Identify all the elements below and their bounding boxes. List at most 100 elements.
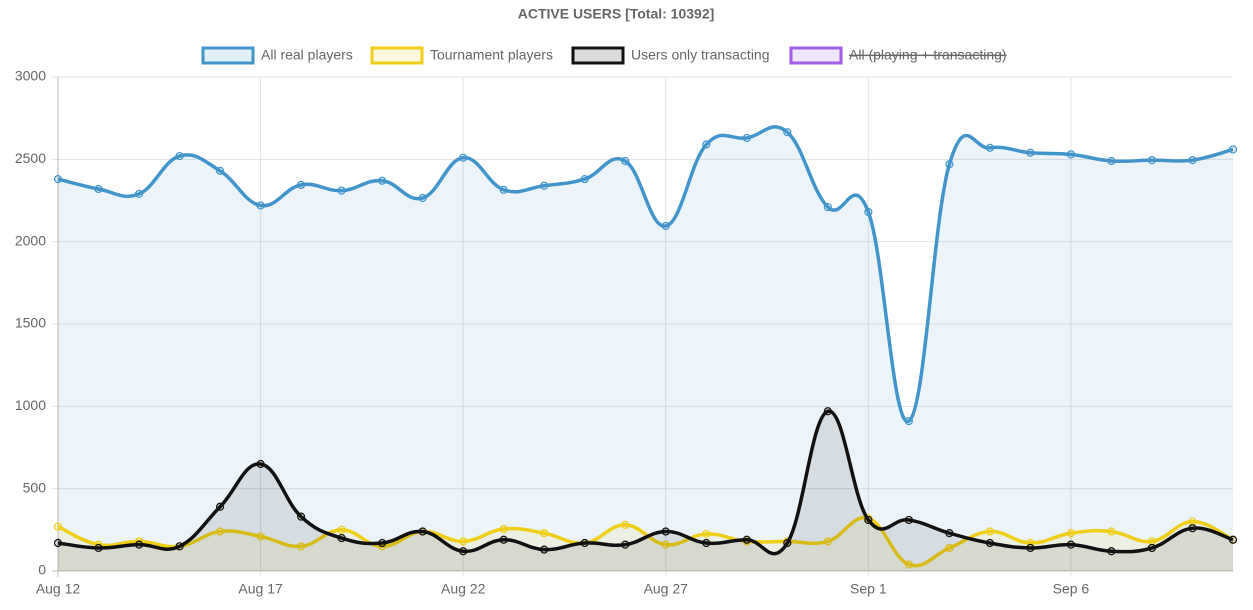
point [418,527,427,536]
point [1188,517,1197,526]
point [337,186,346,195]
point [53,538,63,548]
point [621,156,630,166]
legend-swatch [370,46,424,65]
y-tick-label: 1000 [15,397,46,413]
point [337,533,346,543]
line [57,125,1234,423]
legend-swatch [571,46,625,65]
point [823,537,832,546]
point [499,524,508,534]
x-tick-label: Aug 12 [36,581,81,597]
point [215,527,225,536]
point [540,545,549,554]
point [904,417,913,426]
point [1147,156,1157,165]
y-tick-label: 500 [23,479,47,495]
point [1228,145,1238,154]
point [1107,527,1116,536]
legend-label: Users only transacting [631,47,770,63]
point [175,542,184,551]
point [823,407,832,416]
point [256,201,265,210]
point [94,543,103,553]
point [702,538,711,548]
point [783,128,792,137]
point [459,153,468,162]
x-tick-label: Aug 22 [441,581,486,597]
y-tick-label: 3000 [15,68,46,84]
point [256,532,265,541]
point [823,202,832,212]
point [1026,543,1035,553]
point [904,515,913,525]
point [94,184,103,194]
y-tick-label: 2000 [15,232,46,248]
point [904,560,913,569]
x-tick-label: Aug 27 [644,581,689,597]
point [1228,535,1238,544]
y-tick-label: 2500 [15,150,46,166]
point [864,207,873,217]
point [702,529,711,539]
point [459,547,468,556]
point [661,540,670,549]
point [297,542,306,551]
point [985,538,994,548]
point [621,520,630,529]
point [459,537,468,546]
area [58,126,1233,572]
legend-label: All (playing + transacting) [849,47,1007,63]
point [742,535,751,544]
point [134,189,144,199]
point [702,140,711,149]
point [297,512,306,521]
legend-swatch [201,46,255,65]
point [1066,540,1076,549]
point [580,174,589,184]
point [337,525,346,534]
point [378,176,387,185]
point [661,221,670,231]
x-tick-label: Sep 1 [850,581,887,597]
point [580,538,589,548]
point [418,193,427,203]
y-tick-label: 0 [38,562,46,578]
point [1147,543,1157,553]
point [175,151,184,161]
point [53,522,63,531]
point [945,543,954,553]
y-tick-label: 1500 [15,315,46,331]
point [1107,156,1116,166]
legend-label: Tournament players [430,47,553,63]
point [1188,524,1197,533]
area [58,517,1233,571]
point [1066,529,1076,538]
point [783,538,792,548]
point [1066,150,1076,159]
point [297,180,306,189]
point [499,185,508,194]
point [985,143,994,152]
point [621,540,630,549]
legend-swatch [789,46,843,65]
point [215,502,225,511]
point [945,160,954,169]
point [1107,547,1116,556]
point [864,515,873,525]
point [134,540,144,549]
point [540,181,549,190]
point [540,529,549,538]
legend-label: All real players [261,47,353,63]
line [57,409,1234,556]
x-tick-label: Aug 17 [238,581,283,597]
point [256,459,265,469]
point [945,529,954,538]
point [215,166,225,175]
x-tick-label: Sep 6 [1053,581,1090,597]
point [499,535,508,544]
point [742,133,751,143]
point [661,527,670,536]
